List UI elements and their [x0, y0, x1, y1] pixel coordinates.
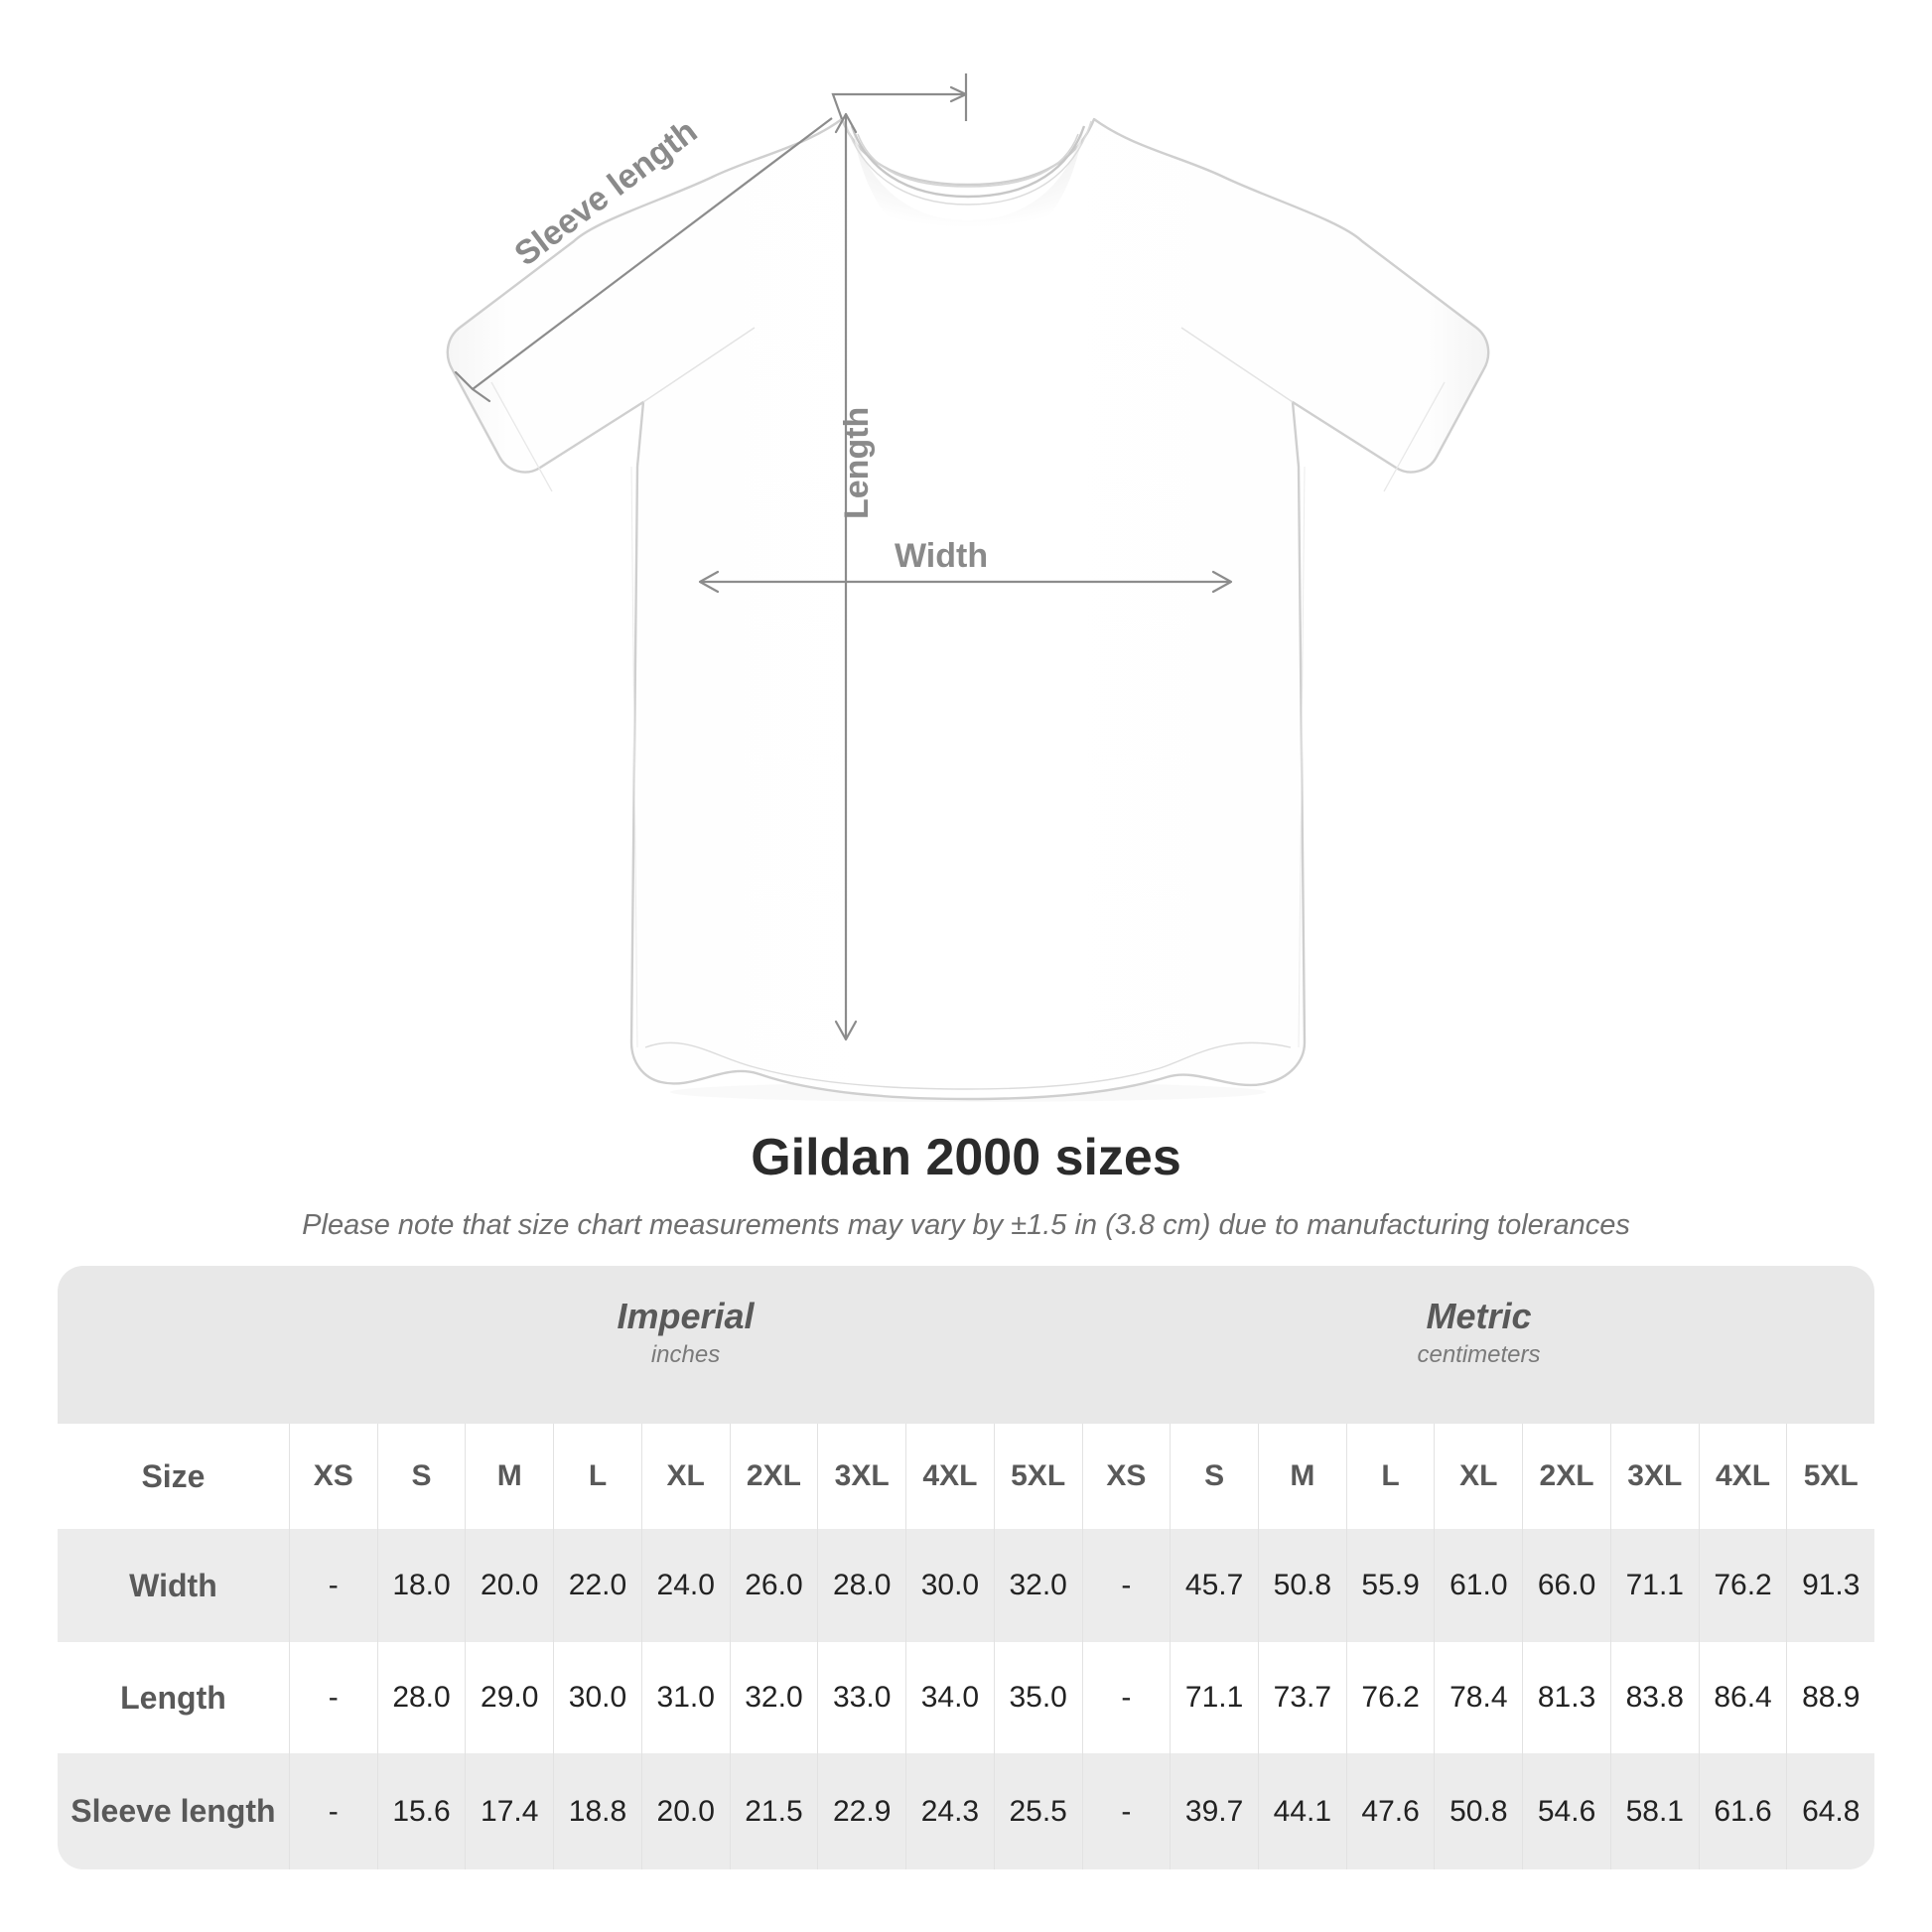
svg-text:Length: Length: [838, 407, 876, 519]
svg-text:Width: Width: [895, 537, 988, 575]
